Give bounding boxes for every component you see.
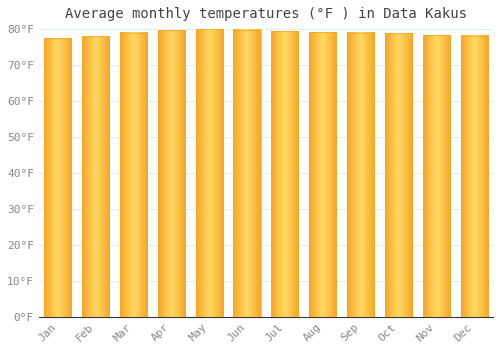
- Bar: [347, 33, 374, 317]
- Bar: [234, 30, 260, 317]
- Bar: [460, 36, 488, 317]
- Bar: [422, 35, 450, 317]
- Bar: [271, 31, 298, 317]
- Bar: [120, 33, 147, 317]
- Bar: [158, 30, 185, 317]
- Bar: [385, 33, 412, 317]
- Title: Average monthly temperatures (°F ) in Data Kakus: Average monthly temperatures (°F ) in Da…: [65, 7, 467, 21]
- Bar: [196, 29, 223, 317]
- Bar: [44, 38, 72, 317]
- Bar: [82, 36, 109, 317]
- Bar: [309, 32, 336, 317]
